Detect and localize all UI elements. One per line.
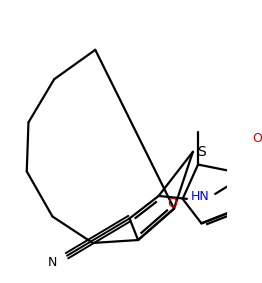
Text: HN: HN <box>190 190 209 203</box>
Text: S: S <box>197 145 206 159</box>
Text: O: O <box>167 197 177 210</box>
Text: O: O <box>252 132 262 145</box>
Text: N: N <box>48 256 57 269</box>
